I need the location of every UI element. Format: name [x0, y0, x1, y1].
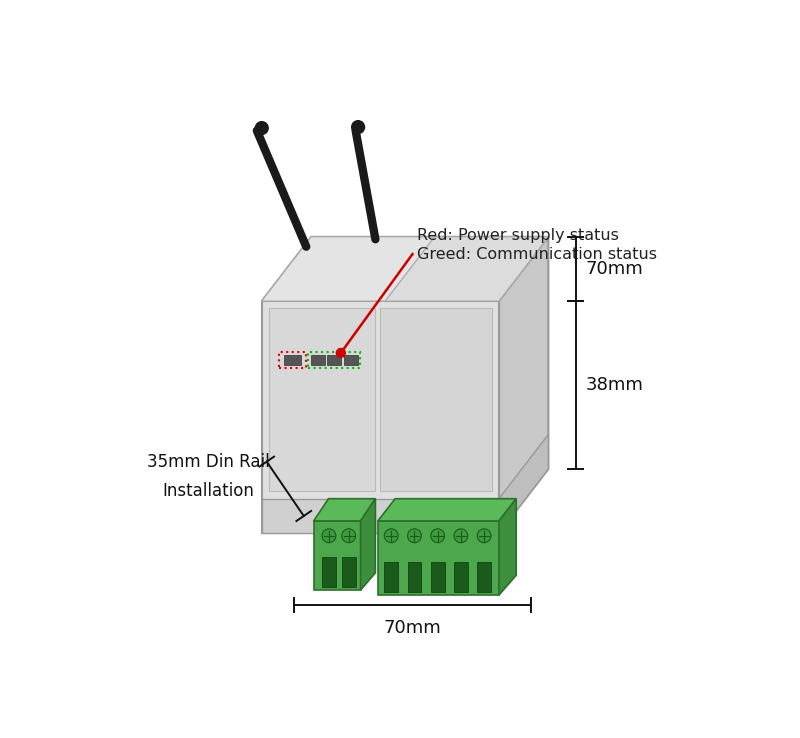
Polygon shape [499, 237, 548, 534]
Polygon shape [499, 499, 516, 595]
Circle shape [336, 348, 346, 357]
Polygon shape [361, 499, 375, 590]
Bar [342, 557, 356, 587]
Bar [407, 562, 422, 592]
Polygon shape [499, 435, 548, 534]
Bar [384, 562, 398, 592]
Polygon shape [380, 308, 491, 492]
Circle shape [352, 121, 365, 134]
Bar [478, 562, 491, 592]
Text: Installation: Installation [162, 483, 254, 500]
Bar [310, 355, 325, 365]
Circle shape [384, 529, 398, 542]
Text: 35mm Din Rail: 35mm Din Rail [147, 452, 270, 471]
Text: 70mm: 70mm [383, 619, 442, 637]
Polygon shape [314, 521, 361, 590]
Circle shape [407, 529, 422, 542]
Circle shape [478, 529, 491, 542]
Polygon shape [262, 499, 499, 534]
Polygon shape [262, 301, 499, 534]
Circle shape [430, 529, 445, 542]
Text: 70mm: 70mm [586, 260, 643, 278]
Bar [322, 557, 336, 587]
Circle shape [322, 529, 336, 542]
Bar [430, 562, 445, 592]
Bar [327, 355, 342, 365]
Bar [454, 562, 468, 592]
Text: Greed: Communication status: Greed: Communication status [418, 247, 658, 263]
Polygon shape [262, 237, 434, 301]
Text: 38mm: 38mm [586, 376, 643, 394]
Polygon shape [269, 308, 375, 492]
Bar [284, 355, 302, 365]
Circle shape [255, 122, 268, 134]
Polygon shape [386, 237, 548, 301]
Bar [279, 352, 306, 368]
Polygon shape [378, 521, 499, 595]
Bar [344, 355, 358, 365]
Bar [308, 352, 359, 368]
Polygon shape [314, 499, 375, 521]
Circle shape [454, 529, 468, 542]
Circle shape [342, 529, 356, 542]
Polygon shape [378, 499, 516, 521]
Polygon shape [262, 237, 548, 301]
Text: Red: Power supply status: Red: Power supply status [418, 228, 619, 243]
